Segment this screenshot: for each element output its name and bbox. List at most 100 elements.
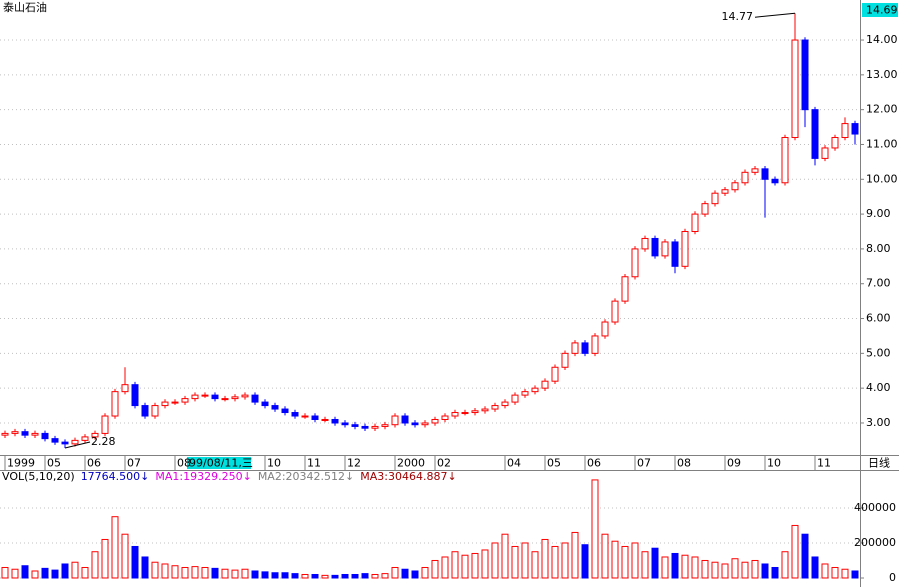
candle-body	[41, 432, 49, 440]
candle-body	[211, 394, 219, 400]
y-tick-label: 13.00	[866, 68, 898, 81]
candle-body	[291, 412, 299, 417]
x-tick-label: 06	[87, 457, 101, 470]
volume-bar	[811, 556, 819, 579]
volume-bar	[521, 542, 529, 579]
volume-bar	[641, 551, 649, 579]
candle-body	[491, 405, 499, 410]
volume-tick-label: 400000	[854, 501, 896, 514]
volume-bar	[171, 565, 179, 579]
candle-body	[441, 415, 449, 420]
volume-bar	[591, 479, 599, 579]
y-tick-label: 10.00	[866, 172, 898, 185]
candle-body	[231, 396, 239, 400]
candle-body	[1, 432, 9, 436]
max-pointer	[754, 12, 796, 18]
candle-body	[261, 401, 269, 407]
volume-bar	[491, 542, 499, 579]
volume-bar	[451, 551, 459, 579]
volume-legend: VOL(5,10,20)	[2, 470, 75, 483]
volume-bar	[161, 563, 169, 579]
candle-body	[831, 137, 839, 149]
candle-body	[351, 424, 359, 427]
volume-bar	[311, 573, 319, 579]
candle-body	[691, 213, 699, 233]
volume-bar	[571, 531, 579, 579]
volume-bar	[221, 568, 229, 579]
volume-bar	[851, 570, 859, 579]
candle-body	[171, 401, 179, 404]
volume-bar	[701, 559, 709, 579]
candle-body	[191, 394, 199, 400]
candle-body	[281, 408, 289, 414]
volume-bar	[741, 561, 749, 579]
volume-bar	[181, 566, 189, 579]
x-tick-label: 06	[587, 457, 601, 470]
volume-bar	[391, 566, 399, 579]
volume-bar	[131, 545, 139, 579]
candle-body	[431, 418, 439, 424]
candle-body	[311, 415, 319, 420]
candle-body	[161, 401, 169, 407]
volume-legend: MA2:20342.512↓	[258, 470, 354, 483]
x-tick-label: 12	[347, 457, 361, 470]
volume-bar	[151, 561, 159, 579]
volume-bar	[111, 516, 119, 579]
volume-bar	[461, 554, 469, 579]
volume-bar	[721, 563, 729, 579]
candle-body	[111, 391, 119, 417]
candle-body	[621, 276, 629, 302]
candle-body	[21, 431, 29, 436]
candle-body	[461, 412, 469, 415]
volume-bar	[731, 558, 739, 579]
x-tick-label: 08	[177, 457, 191, 470]
volume-bar	[51, 569, 59, 579]
volume-bar	[191, 566, 199, 579]
volume-bar	[41, 567, 49, 579]
candle-body	[381, 424, 389, 427]
max-label: 14.77	[722, 10, 754, 23]
volume-bar	[651, 547, 659, 579]
candle-body	[631, 248, 639, 278]
volume-bar	[351, 573, 359, 579]
y-tick-label: 6.00	[866, 312, 891, 325]
candle-body	[241, 394, 249, 398]
volume-bar	[331, 574, 339, 579]
x-tick-label: 04	[507, 457, 521, 470]
volume-bar	[801, 533, 809, 579]
candle-body	[411, 422, 419, 426]
candle-body	[611, 300, 619, 323]
y-tick-label: 11.00	[866, 137, 898, 150]
candle-body	[661, 241, 669, 257]
volume-bar	[661, 556, 669, 579]
volume-bar	[771, 566, 779, 579]
candle-body	[731, 182, 739, 191]
candle-body	[151, 405, 159, 417]
candle-body	[331, 418, 339, 424]
volume-bar	[341, 573, 349, 579]
volume-bar	[1, 566, 9, 579]
volume-bar	[241, 568, 249, 579]
volume-bar	[31, 570, 39, 579]
candle-body	[811, 109, 819, 159]
volume-bar	[121, 533, 129, 579]
candle-body	[651, 237, 659, 257]
y-tick-label: 12.00	[866, 103, 898, 116]
volume-bar	[681, 554, 689, 579]
candle-body	[371, 425, 379, 429]
candle-body	[131, 384, 139, 407]
x-tick-label: 10	[767, 457, 781, 470]
candle-body	[101, 415, 109, 434]
x-tick-label: 08	[677, 457, 691, 470]
candle-body	[591, 335, 599, 354]
x-tick-label: 02	[437, 457, 451, 470]
candle-body	[851, 123, 859, 135]
candle-body	[181, 398, 189, 403]
stock-title: 泰山石油	[3, 0, 47, 14]
y-tick-label: 9.00	[866, 207, 891, 220]
volume-bar	[581, 544, 589, 579]
candle-body	[121, 384, 129, 393]
volume-bar	[71, 561, 79, 579]
volume-bar	[251, 570, 259, 579]
y-tick-label: 14.00	[866, 33, 898, 46]
